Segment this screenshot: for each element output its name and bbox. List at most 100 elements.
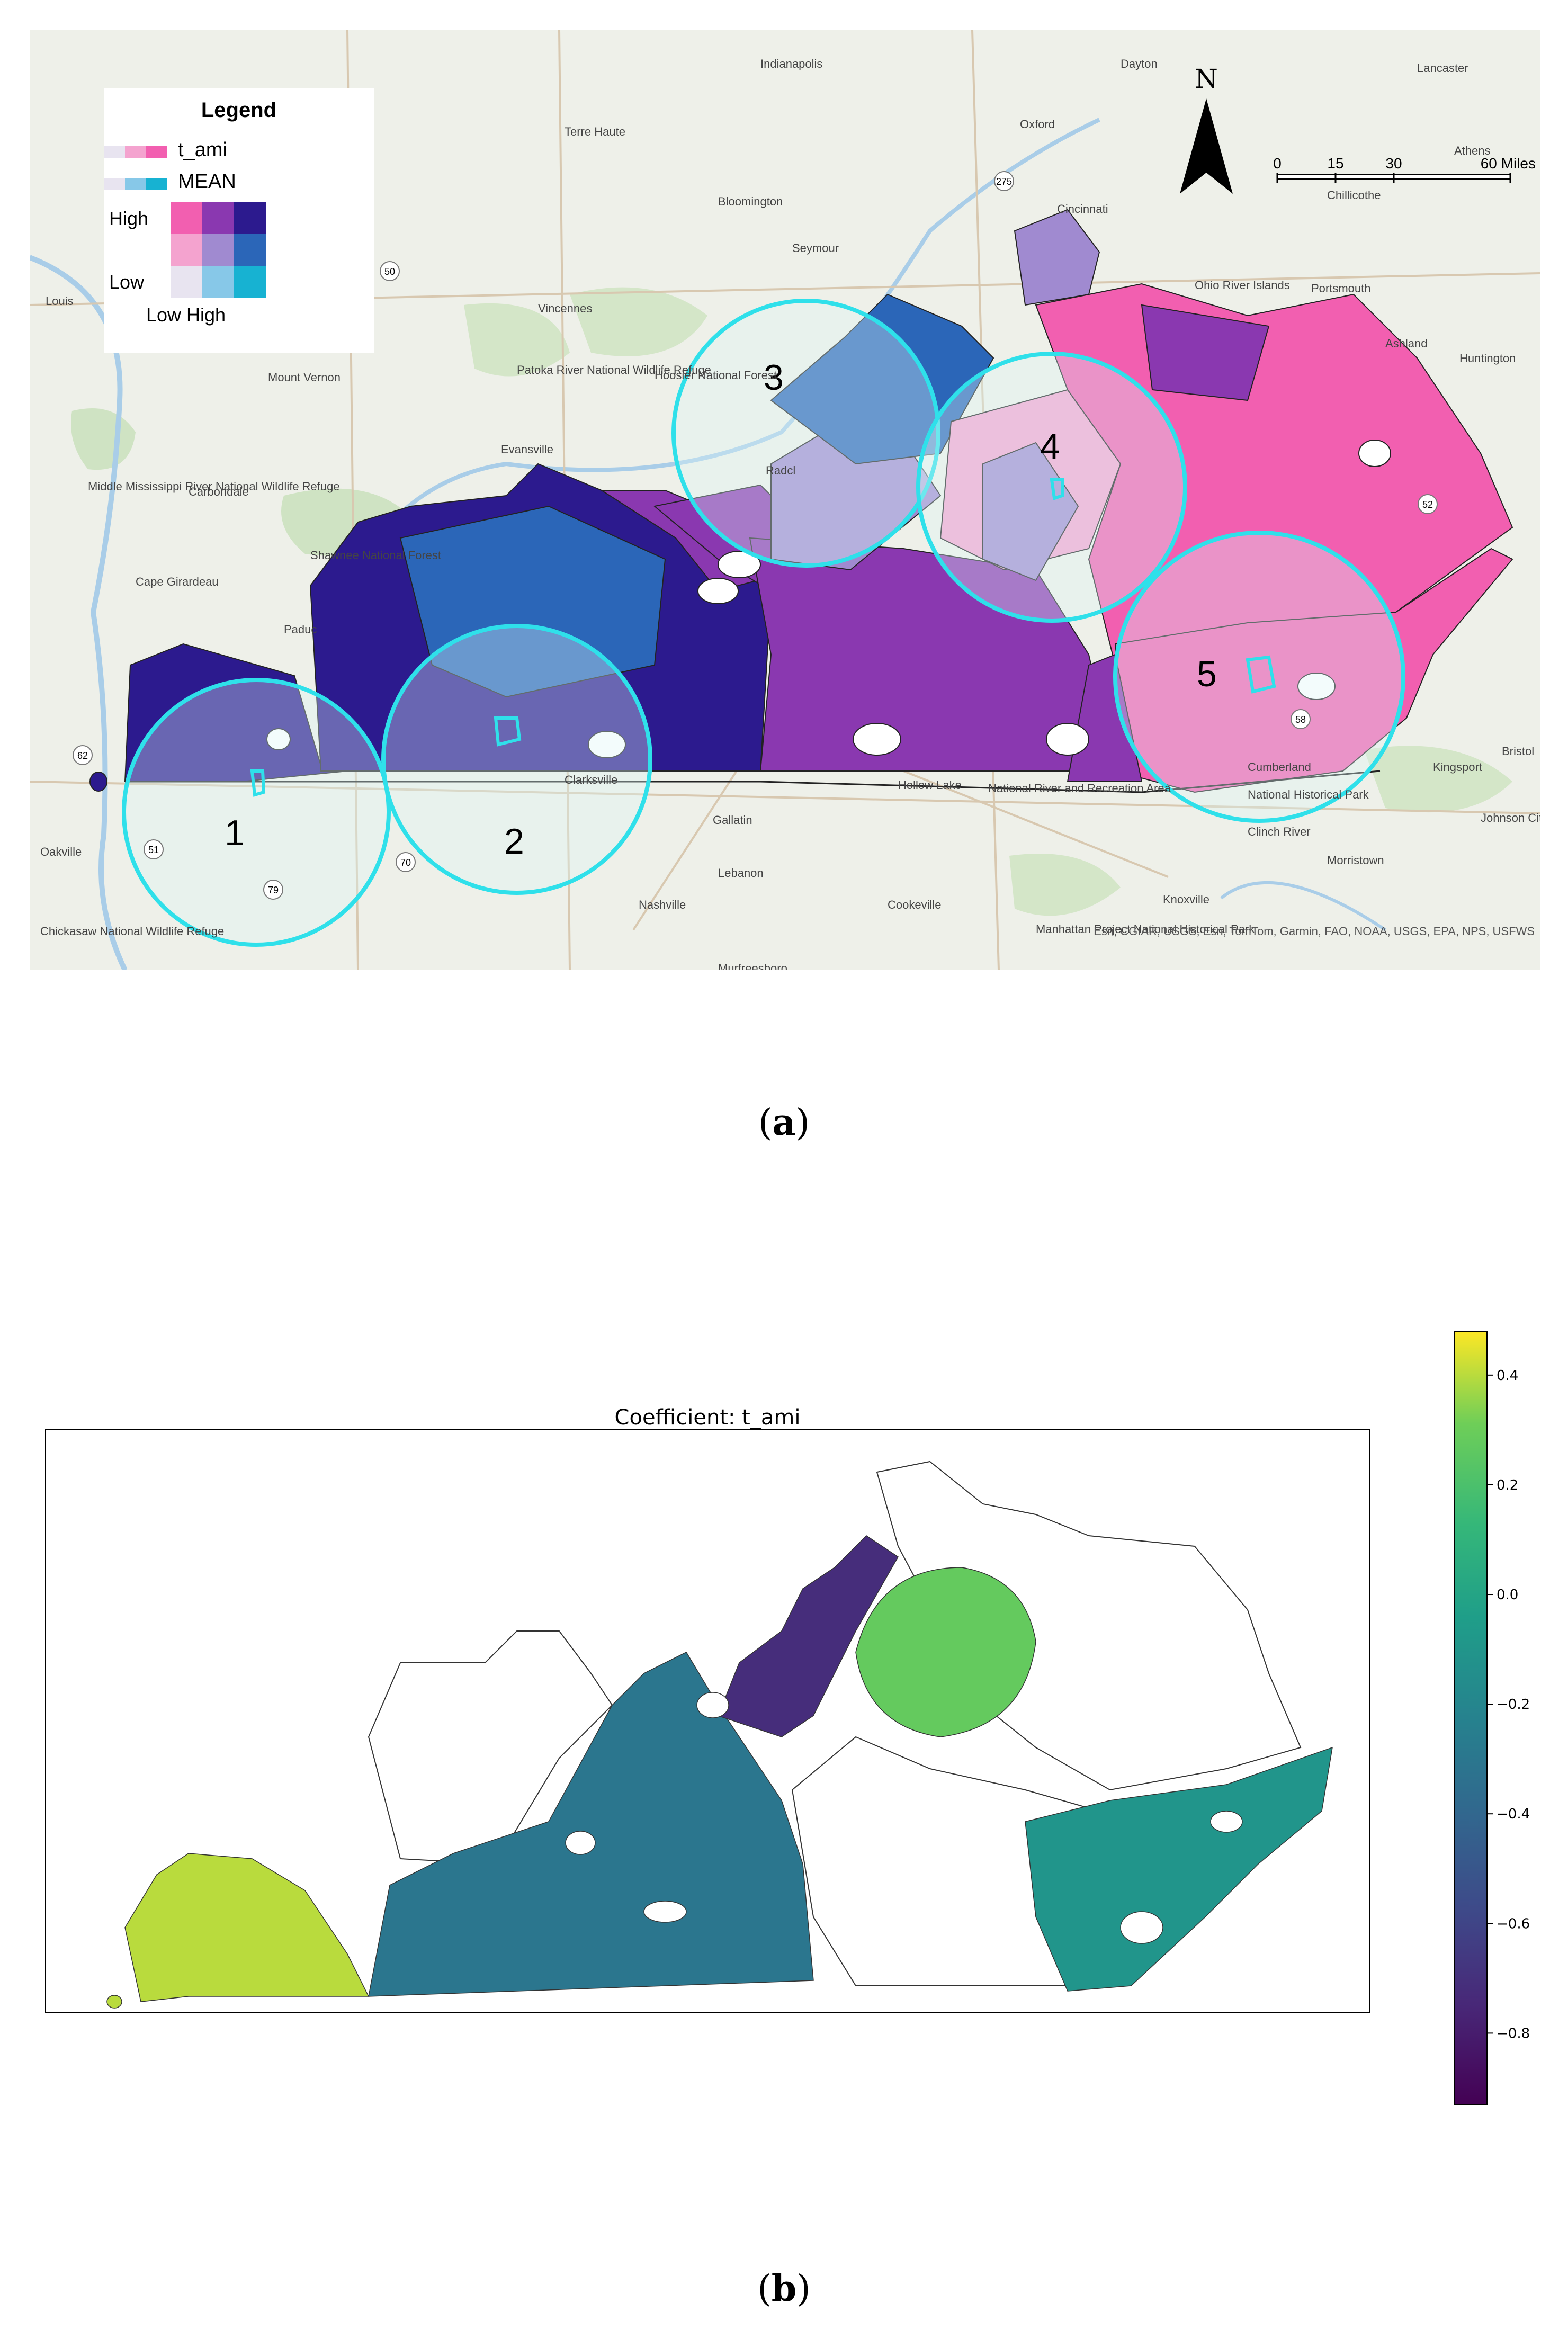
place-label: Cumberland bbox=[1248, 760, 1311, 774]
place-label: Portsmouth bbox=[1311, 282, 1371, 295]
caption-b-letter: b bbox=[771, 2268, 797, 2310]
place-label: Hollow Lake bbox=[898, 778, 962, 792]
place-label: Patoka River National Wildlife Refuge bbox=[517, 363, 711, 377]
caption-a-letter: a bbox=[772, 1101, 796, 1144]
place-label: Vincennes bbox=[538, 302, 592, 315]
chart-title: Coefficient: t_ami bbox=[615, 1405, 801, 1430]
legend-x-labels: Low High bbox=[146, 304, 226, 326]
place-label: Middle Mississippi River National Wildli… bbox=[88, 480, 340, 493]
null-area bbox=[1297, 673, 1336, 700]
route-shield-icon bbox=[994, 171, 1014, 191]
legend-grid-cell bbox=[171, 234, 202, 266]
place-label: Paduc bbox=[284, 623, 317, 636]
null-area bbox=[1046, 723, 1089, 756]
place-label: Lebanon bbox=[718, 866, 764, 880]
region-west-mean-high bbox=[399, 505, 666, 698]
legend-grid-cell bbox=[202, 234, 234, 266]
highway bbox=[30, 781, 1540, 814]
analysis-circles bbox=[122, 299, 1405, 947]
scale-tick-30: 30 bbox=[1385, 155, 1402, 172]
circle-label-3: 3 bbox=[764, 357, 784, 398]
ohio-river bbox=[345, 118, 1100, 587]
legend-swatch-mean-high bbox=[146, 178, 167, 190]
non-significant-areas bbox=[368, 1460, 1302, 1986]
place-label: Ashland bbox=[1385, 337, 1428, 350]
place-label: Kingsport bbox=[1433, 760, 1482, 774]
null-area bbox=[643, 1901, 687, 1923]
north-arrow-icon bbox=[1180, 98, 1233, 194]
map-a-svg: 1 2 3 4 5 Indianapolis Dayton Lancaster Ter… bbox=[30, 30, 1540, 970]
place-label: Chillicothe bbox=[1327, 189, 1381, 202]
place-label: National River and Recreation Area bbox=[988, 782, 1171, 795]
circle-label-5: 5 bbox=[1197, 654, 1217, 694]
coefficient-map-svg: Coefficient: t_ami bbox=[45, 1405, 1370, 2013]
route-shield-icon bbox=[263, 880, 283, 900]
colorbar: 0.4 0.2 0.0 −0.2 −0.4 −0.6 −0.8 bbox=[1451, 1329, 1557, 2115]
colorbar-gradient bbox=[1454, 1331, 1488, 2105]
circle-2 bbox=[381, 624, 652, 895]
place-label: Radcl bbox=[766, 464, 795, 477]
null-area bbox=[1120, 1911, 1163, 1944]
place-label: Cape Girardeau bbox=[136, 575, 219, 588]
place-label: Bloomington bbox=[718, 195, 783, 208]
legend-swatch-t-ami-low bbox=[104, 146, 125, 158]
place-label: Seymour bbox=[792, 241, 839, 255]
place-label: Shawnee National Forest bbox=[310, 549, 441, 562]
legend-swatch-mean-mid bbox=[125, 178, 146, 190]
caption-a: (a) bbox=[758, 1101, 810, 1144]
place-label: Knoxville bbox=[1163, 893, 1209, 906]
circle-1 bbox=[122, 678, 391, 947]
legend-t-ami-label: t_ami bbox=[178, 139, 227, 161]
forest-patch bbox=[464, 303, 570, 377]
route-shield-label: 52 bbox=[1422, 499, 1433, 510]
legend-swatch-mean-low bbox=[104, 178, 125, 190]
scale-tick-60-miles: 60 Miles bbox=[1481, 155, 1536, 172]
place-label: Johnson City bbox=[1481, 811, 1540, 825]
scale-tick-15: 15 bbox=[1327, 155, 1343, 172]
place-label: Indianapolis bbox=[760, 57, 822, 70]
route-shield-label: 79 bbox=[268, 885, 279, 895]
map-legend: Legend t_ami MEAN High Low Low High bbox=[104, 88, 374, 353]
place-label: Athens bbox=[1454, 144, 1491, 157]
route-shield-icon bbox=[73, 745, 93, 765]
route-shield-icon bbox=[380, 261, 400, 281]
place-labels: Indianapolis Dayton Lancaster Terre Haute Ox… bbox=[40, 57, 1540, 970]
caption-b: (b) bbox=[757, 2268, 811, 2310]
colorbar-tick-label: 0.2 bbox=[1497, 1477, 1518, 1493]
place-label: Hoosier National Forest bbox=[655, 369, 777, 382]
place-label: Mount Vernon bbox=[268, 371, 341, 384]
legend-grid-cell bbox=[202, 202, 234, 234]
legend-y-high: High bbox=[109, 208, 149, 229]
region-lexington-lavender bbox=[982, 442, 1079, 581]
northeast-white-area bbox=[876, 1460, 1302, 1791]
colorbar-ticks: 0.4 0.2 0.0 −0.2 −0.4 −0.6 −0.8 bbox=[1487, 1368, 1530, 2041]
north-label: N bbox=[1195, 64, 1218, 94]
forest-patch bbox=[1009, 854, 1121, 916]
place-label: Clarksville bbox=[565, 773, 617, 786]
place-label: Carbondale bbox=[189, 485, 249, 498]
place-label: Cincinnati bbox=[1057, 202, 1108, 216]
route-shield-label: 50 bbox=[384, 266, 395, 277]
scale-tick-0: 0 bbox=[1273, 155, 1282, 172]
circle-label-1: 1 bbox=[225, 813, 245, 853]
route-shield-label: 51 bbox=[148, 845, 159, 855]
place-label: Murfreesboro bbox=[718, 962, 787, 970]
region-southeast-high-low bbox=[1115, 548, 1513, 793]
legend-grid-cell bbox=[171, 266, 202, 298]
legend-y-low: Low bbox=[109, 271, 145, 293]
legend-grid-cell bbox=[171, 202, 202, 234]
null-area bbox=[588, 731, 626, 758]
null-area bbox=[853, 723, 901, 756]
region-2-coefficient bbox=[368, 1652, 814, 1997]
place-label: Ohio River Islands bbox=[1195, 279, 1290, 292]
colorbar-tick-label: −0.6 bbox=[1497, 1916, 1530, 1932]
circle-label-2: 2 bbox=[504, 821, 524, 862]
place-label: Terre Haute bbox=[565, 125, 625, 138]
place-label: Nashville bbox=[639, 898, 686, 911]
legend-grid-cell bbox=[202, 266, 234, 298]
place-label: Huntington bbox=[1459, 352, 1516, 365]
region-northern-ky bbox=[1014, 209, 1100, 306]
null-area bbox=[718, 551, 761, 578]
colorbar-tick-label: −0.2 bbox=[1497, 1697, 1530, 1713]
legend-grid-cell bbox=[234, 234, 266, 266]
